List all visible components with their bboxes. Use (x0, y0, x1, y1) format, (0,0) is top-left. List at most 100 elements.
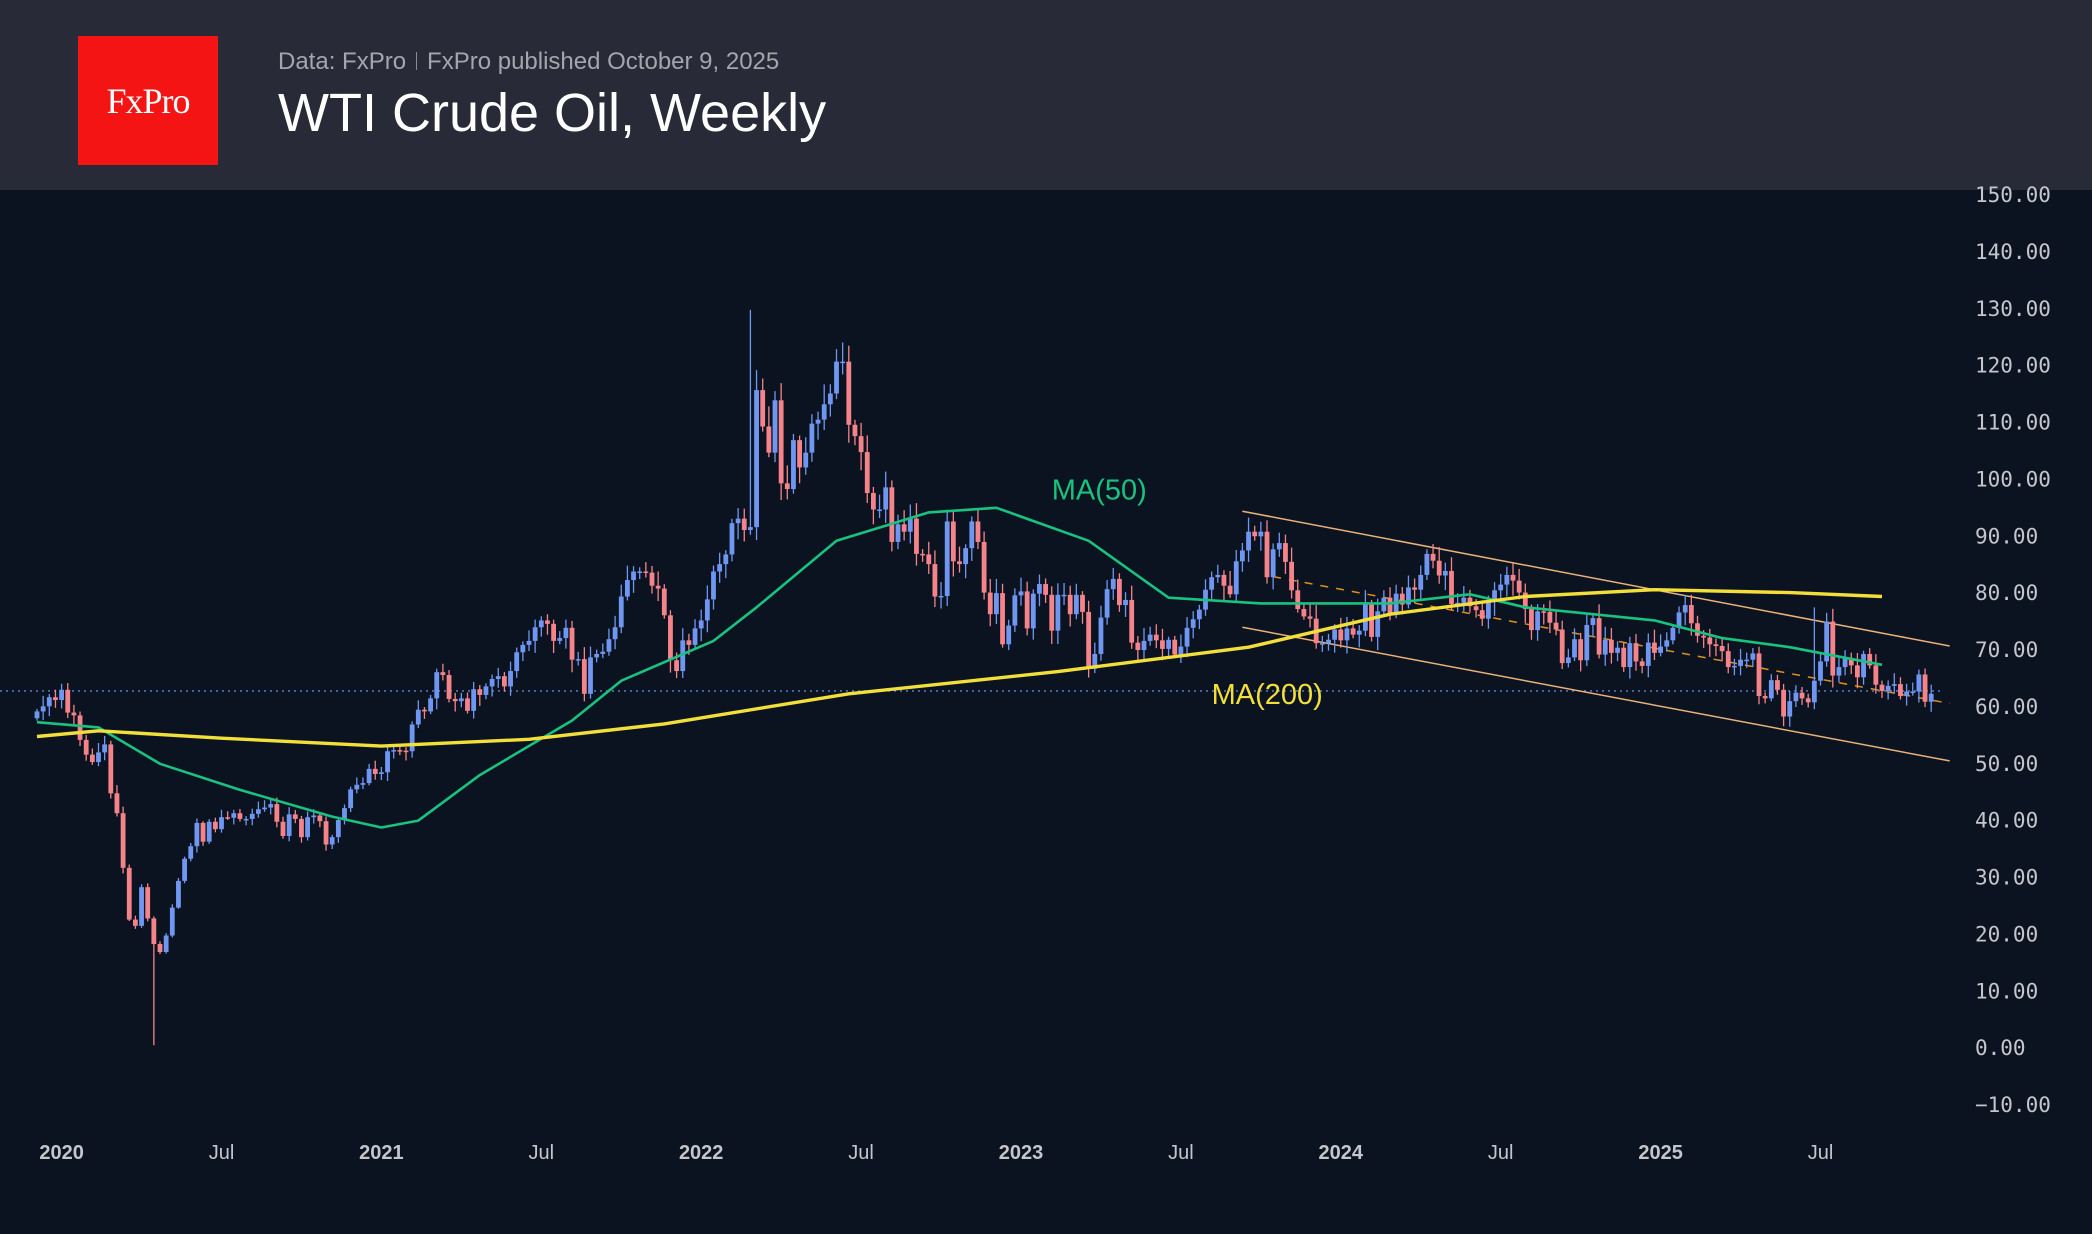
candle (471, 682, 477, 719)
candle-body (1430, 553, 1436, 561)
candle (1086, 600, 1092, 678)
candle-body (495, 676, 501, 680)
candle (34, 708, 40, 721)
candle-body (280, 821, 286, 836)
candle-body (89, 754, 95, 763)
candle-body (46, 697, 52, 707)
candle-body (1067, 594, 1073, 615)
candle-body (1037, 584, 1042, 594)
candle-body (1436, 560, 1442, 576)
candle-body (366, 768, 372, 784)
candle-body (403, 750, 409, 753)
candle-body (581, 659, 587, 694)
candle-body (803, 452, 809, 468)
candle-body (938, 595, 944, 598)
candle (1775, 674, 1780, 695)
candle-body (594, 653, 600, 658)
candle (1061, 582, 1067, 605)
candle (1633, 633, 1639, 671)
y-tick-label: 0.00 (1975, 1036, 2026, 1060)
candle-body (1578, 639, 1584, 661)
candle-body (569, 627, 575, 660)
candle-body (815, 419, 821, 424)
candle-body (680, 640, 686, 672)
candle-body (1910, 691, 1916, 694)
candle-body (163, 935, 169, 953)
channel-upper-line (1242, 510, 1950, 647)
candle (784, 465, 790, 500)
candle-body (809, 423, 815, 453)
y-tick-label: −10.00 (1975, 1093, 2051, 1117)
candle (40, 695, 46, 720)
candle (557, 631, 563, 645)
published-date: FxPro published October 9, 2025 (427, 48, 780, 75)
candle (348, 786, 354, 813)
candle (883, 471, 889, 524)
candle (1842, 650, 1848, 676)
candle (1037, 574, 1042, 607)
y-tick-label: 110.00 (1975, 411, 2051, 435)
x-tick-label: Jul (1488, 1142, 1514, 1164)
candle (1135, 636, 1141, 662)
candle (1301, 602, 1307, 620)
candle (1744, 652, 1750, 668)
candle-body (1418, 574, 1424, 590)
candle-body (1344, 628, 1350, 641)
candle-body (1775, 680, 1780, 690)
candle-body (145, 887, 151, 919)
candle-body (1719, 646, 1725, 652)
candle (489, 674, 495, 697)
candle-body (766, 426, 772, 453)
candle (1904, 683, 1909, 706)
candle-body (1830, 621, 1836, 676)
candle-body (108, 744, 114, 794)
candle (1498, 573, 1504, 602)
candle-body (1129, 599, 1135, 643)
candle (59, 683, 64, 709)
candle (1215, 564, 1221, 583)
candle (145, 883, 151, 922)
candle (1313, 605, 1319, 649)
candle-body (188, 846, 194, 859)
candle (661, 584, 667, 619)
candle (1695, 615, 1700, 643)
candle (391, 745, 397, 759)
candle (268, 799, 274, 815)
y-tick-label: 100.00 (1975, 467, 2051, 491)
candle (1369, 599, 1374, 642)
candle (772, 391, 778, 463)
candle (89, 748, 95, 765)
candle (458, 692, 464, 708)
candle (65, 683, 71, 719)
candle (1190, 611, 1196, 639)
candle-body (53, 697, 58, 701)
candle-body (1369, 604, 1374, 637)
candle (1123, 592, 1128, 617)
candle-body (372, 768, 378, 774)
candle (354, 777, 360, 794)
candle-body (1732, 665, 1737, 668)
candle-body (1652, 642, 1657, 653)
candle-body (65, 689, 71, 713)
candle-body (914, 518, 919, 554)
candle (502, 671, 507, 692)
candle-body (1092, 653, 1098, 669)
candle-body (784, 483, 790, 490)
candle-body (1246, 531, 1251, 551)
candle-body (1307, 616, 1313, 619)
candle-body (1399, 593, 1405, 605)
candle-body (1073, 594, 1079, 615)
candle (1442, 562, 1448, 591)
candle-body (926, 554, 932, 565)
candle-body (415, 709, 421, 725)
candle (1166, 636, 1171, 657)
candle (194, 818, 200, 853)
candle (139, 884, 144, 928)
candle-body (1898, 684, 1903, 697)
candle (852, 419, 858, 446)
candle-body (600, 651, 606, 654)
candle-body (151, 918, 157, 945)
candle-body (1541, 611, 1547, 613)
candle (1055, 583, 1061, 645)
candle-body (1098, 617, 1104, 654)
